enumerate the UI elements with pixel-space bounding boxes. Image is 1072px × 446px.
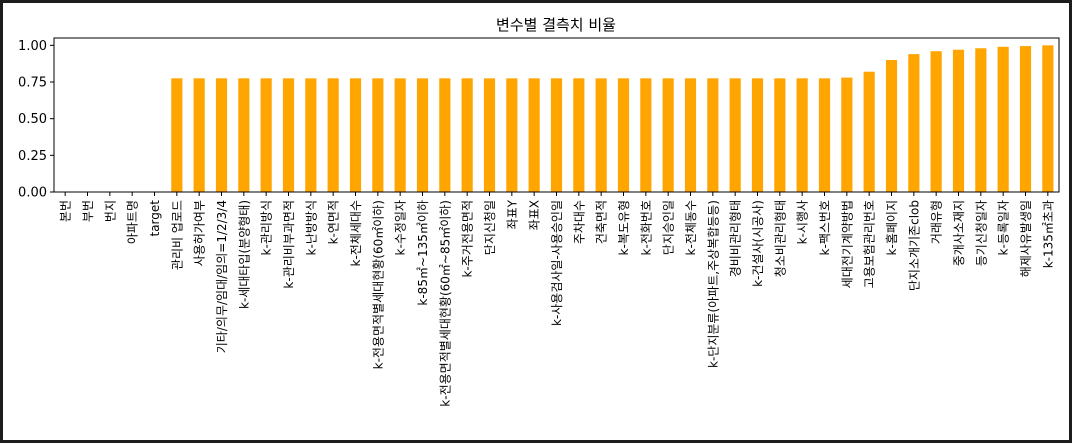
bar-33 [797,78,808,192]
x-tick-label: 단지신청일 [483,200,497,255]
x-tick-label: 고용보험관리번호 [863,200,877,288]
x-tick-label: k-135㎡초과 [1041,200,1055,268]
x-tick-label: k-건설사(시공사) [751,200,765,287]
bar-32 [774,78,785,192]
bar-8 [238,78,249,192]
bar-37 [886,60,897,192]
x-tick-label: k-시행사 [795,200,810,244]
bar-7 [216,78,227,192]
bar-29 [707,78,718,192]
bar-17 [439,78,450,192]
x-tick-label: 주차대수 [572,200,586,244]
bar-12 [328,78,339,192]
bar-16 [417,78,428,192]
x-tick-label: 세대전기계약방법 [839,200,854,288]
x-tick-label: k-팩스번호 [818,200,832,255]
bar-35 [841,78,852,192]
x-tick-label: 거래유형 [930,200,944,244]
x-tick-label: k-사용검사일-사용승인일 [550,200,564,326]
bar-39 [931,51,942,192]
x-tick-label: target [148,200,162,237]
bar-36 [864,72,875,192]
y-tick-label: 0.00 [18,186,47,201]
bar-15 [395,78,406,192]
bar-chart: 변수별 결측치 비율 0.00 0.25 0.50 0.75 1.00 본번 부번 번지 아파… [3,3,1072,446]
x-tick-label: 좌표X [528,200,542,230]
x-tick-label: 중개사소재지 [952,200,966,266]
x-tick-label: 사용허가여부 [193,200,207,266]
x-tick-label: k-홈페이지 [885,200,899,255]
bar-11 [305,78,316,192]
x-tick-label: k-수정일자 [394,200,408,255]
x-tick-label: 등기신청일자 [974,200,988,266]
bar-44 [1042,45,1053,192]
bar-26 [640,78,651,192]
x-tick-label: 단지소개기존clob [907,200,921,291]
x-tick-label: k-복도유형 [617,200,631,255]
bar-14 [372,78,383,192]
bar-28 [685,78,696,192]
y-tick-label: 1.00 [18,39,47,54]
bar-23 [573,78,584,192]
bar-31 [752,78,763,192]
x-tick-label: k-난방방식 [304,200,318,255]
bar-13 [350,78,361,192]
x-tick-label: k-전체세대수 [349,200,363,266]
x-tick-label: k-전체동수 [684,200,698,255]
bar-18 [462,78,473,192]
x-tick-label: 건축면적 [595,200,609,244]
bar-6 [194,78,205,192]
x-tick-label: k-전용면적별세대현황(60㎡~85㎡이하) [438,200,452,407]
x-tick-label: k-전화번호 [639,200,653,255]
bar-38 [908,54,919,192]
x-tick-label: k-등록일자 [997,200,1011,255]
y-tick-label: 0.50 [18,112,47,127]
x-tick-label: 해제사유발생일 [1019,200,1033,277]
x-tick-label: 단지승인일 [662,200,676,255]
bar-42 [998,47,1009,192]
bar-10 [283,78,294,192]
y-tick-label: 0.75 [18,76,47,91]
x-tick-label: 좌표Y [505,199,519,229]
bar-30 [730,78,741,192]
y-tick-label: 0.25 [18,149,47,164]
x-tick-label: k-단지분류(아파트,주상복합등등) [706,200,720,368]
x-tick-label: k-전용면적별세대현황(60㎡이하) [371,200,385,369]
bar-9 [261,78,272,192]
chart-title: 변수별 결측치 비율 [496,16,616,34]
bar-19 [484,78,495,192]
x-tick-label: 관리비 업로드 [170,200,184,270]
x-tick-label: 기타/의무/임대/임의=1/2/3/4 [215,200,229,353]
x-tick-label: k-85㎡~135㎡이하 [416,200,430,306]
x-tick-label: 번지 [103,200,117,222]
x-tick-label: k-관리방식 [260,200,274,255]
x-tick-label: k-주거전용면적 [461,200,475,278]
bar-40 [953,50,964,192]
x-tick-label: 청소비관리형태 [773,200,787,277]
bar-22 [551,78,562,192]
x-tick-label: k-세대타입(분양형태) [237,200,251,309]
bar-20 [506,78,517,192]
x-tick-label: k-관리비부과면적 [282,200,296,289]
bar-24 [596,78,607,192]
x-tick-label: k-연면적 [327,200,341,244]
bar-43 [1020,46,1031,192]
x-tick-label: 부번 [81,200,95,222]
bar-27 [663,78,674,192]
x-tick-label: 경비비관리형태 [729,200,743,277]
bar-5 [171,78,182,192]
bar-41 [975,48,986,192]
x-tick-label: 아파트명 [126,200,140,244]
x-tick-label: 본번 [59,200,73,222]
bar-21 [529,78,540,192]
bar-25 [618,78,629,192]
bar-34 [819,78,830,192]
